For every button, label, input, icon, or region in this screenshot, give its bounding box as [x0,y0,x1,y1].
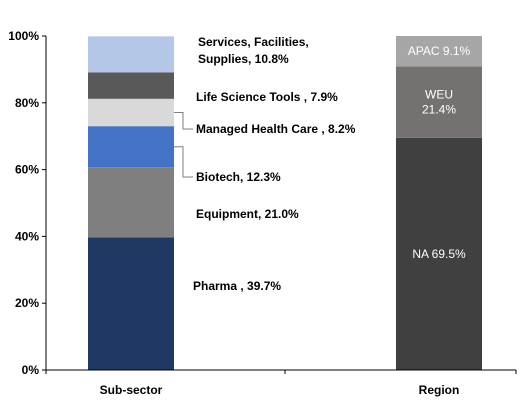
segment-inside-label: NA 69.5% [412,247,466,261]
x-category-label: Region [419,383,460,397]
y-tick-label: 100% [8,29,39,43]
bar-segment [88,36,174,73]
segment-callout-label: Pharma , 39.7% [193,279,281,293]
bar-segment [88,126,174,168]
x-category-label: Sub-sector [100,383,163,397]
bar-segment [396,137,482,370]
leader-line [174,146,193,178]
segment-callout-label: Services, Facilities, Supplies, 10.8% [198,35,309,66]
segment-callout-label: Life Science Tools , 7.9% [196,90,338,104]
segment-inside-label: APAC 9.1% [408,44,471,58]
bar-segment [88,72,174,99]
segment-labels: Pharma , 39.7% Equipment, 21.0% Biotech, 1… [174,35,471,293]
bar-segment [88,237,174,370]
y-axis: 0% 20% 40% 60% 80% 100% [8,29,47,377]
x-axis: Sub-sector Region [45,369,517,397]
segment-callout-label: Biotech, 12.3% [196,170,281,184]
y-tick-label: 60% [15,163,39,177]
bar-segment [88,167,174,238]
y-tick-label: 20% [15,296,39,310]
bars [88,36,482,370]
y-tick-label: 40% [15,229,39,243]
bar-segment [396,36,482,67]
bar-segment [88,98,174,127]
y-tick-label: 80% [15,96,39,110]
bar-segment [396,66,482,138]
y-tick-label: 0% [22,363,40,377]
leader-line [174,111,193,130]
segment-inside-label: WEU 21.4% [422,88,456,117]
segment-callout-label: Managed Health Care , 8.2% [196,122,356,136]
segment-callout-label: Equipment, 21.0% [196,207,299,221]
